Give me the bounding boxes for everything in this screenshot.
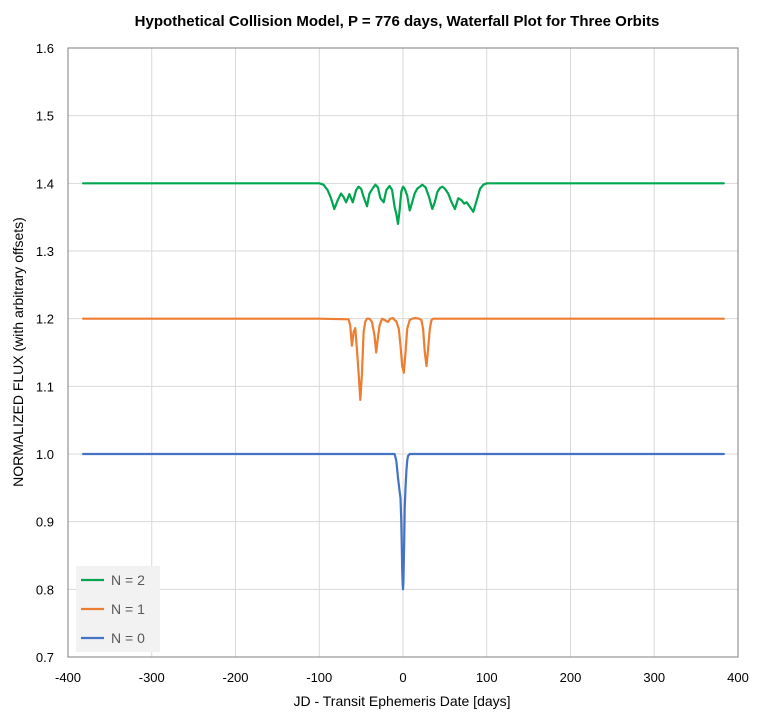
y-tick-label: 1.5 [36, 109, 54, 124]
x-tick-label: -300 [139, 670, 165, 685]
y-axis-label: NORMALIZED FLUX (with arbitrary offsets) [10, 217, 26, 487]
legend: N = 2 N = 1 N = 0 [76, 566, 160, 652]
x-tick-label: -100 [306, 670, 332, 685]
x-tick-label: 400 [727, 670, 749, 685]
y-tick-label: 0.9 [36, 515, 54, 530]
series-line-n-1 [81, 316, 725, 401]
y-tick-label: 1.0 [36, 447, 54, 462]
y-tick-label: 1.6 [36, 41, 54, 56]
x-axis-label: JD - Transit Ephemeris Date [days] [293, 693, 510, 709]
y-tick-label: 0.7 [36, 650, 54, 665]
x-tick-label: 200 [560, 670, 582, 685]
y-tick-label: 1.1 [36, 379, 54, 394]
y-tick-label: 0.8 [36, 582, 54, 597]
chart-title: Hypothetical Collision Model, P = 776 da… [135, 13, 660, 30]
series-line-n-0 [81, 452, 725, 591]
x-tick-label: 300 [643, 670, 665, 685]
x-tick-label: -400 [55, 670, 81, 685]
x-tick-label: 100 [476, 670, 498, 685]
y-tick-label: 1.4 [36, 176, 54, 191]
legend-label: N = 1 [111, 601, 145, 617]
x-tick-label: -200 [222, 670, 248, 685]
y-axis-ticks: 0.7 0.8 0.9 1.0 1.1 1.2 1.3 1.4 1.5 1.6 [36, 41, 54, 665]
legend-label: N = 2 [111, 572, 145, 588]
x-axis-ticks: -400 -300 -200 -100 0 100 200 300 400 [55, 670, 749, 685]
y-tick-label: 1.2 [36, 312, 54, 327]
plot-area-border [67, 47, 739, 658]
series-line-n-2 [81, 182, 725, 225]
series-lines [81, 182, 725, 591]
x-tick-label: 0 [399, 670, 406, 685]
legend-label: N = 0 [111, 630, 145, 646]
y-tick-label: 1.3 [36, 244, 54, 259]
